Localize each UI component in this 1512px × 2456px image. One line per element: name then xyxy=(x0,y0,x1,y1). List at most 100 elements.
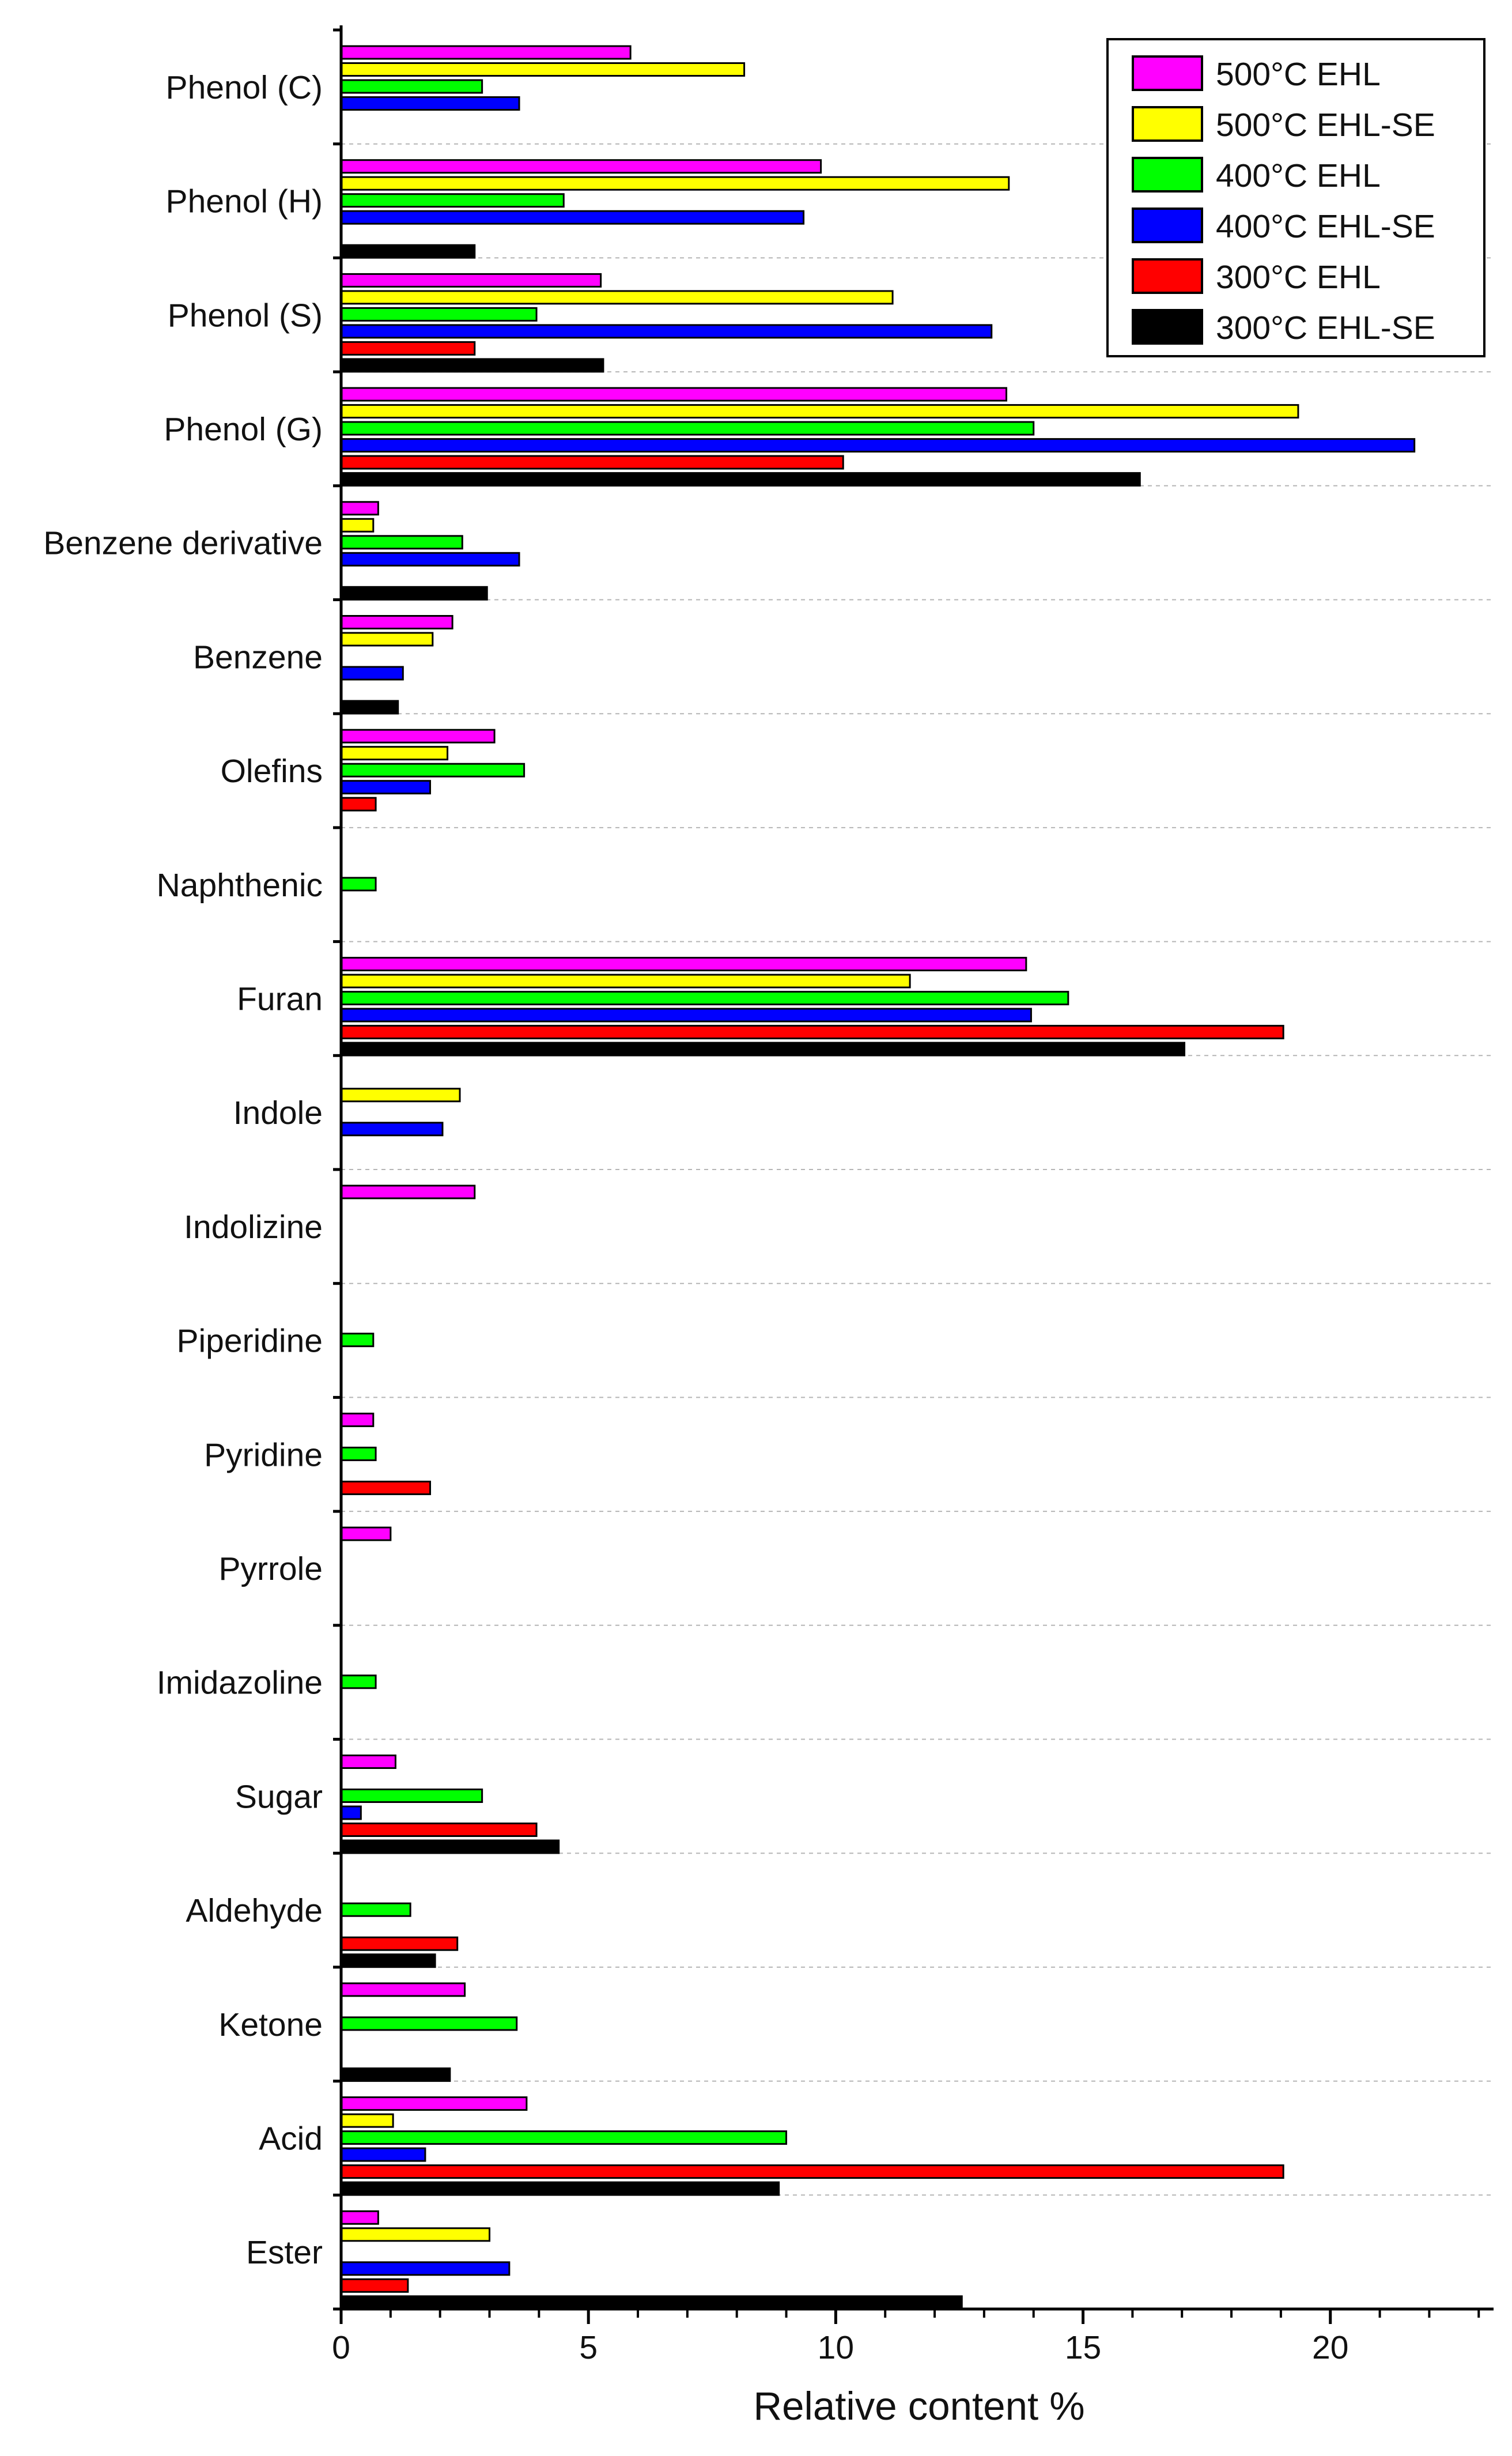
bar-aldehyde-400c-ehl xyxy=(340,1902,411,1917)
bar-furan-400c-ehl-se xyxy=(340,1008,1032,1023)
bar-acid-400c-ehl-se xyxy=(340,2147,426,2162)
bar-naphthenic-400c-ehl xyxy=(340,877,377,892)
bar-aldehyde-300c-ehl-se xyxy=(340,1953,436,1968)
bar-phenol-h-500c-ehl xyxy=(340,159,822,174)
bar-ketone-400c-ehl xyxy=(340,2016,518,2031)
bar-benzene-500c-ehl xyxy=(340,615,453,629)
legend-label-500c-ehl: 500°C EHL xyxy=(1216,56,1381,93)
category-label: Naphthenic xyxy=(157,867,323,904)
bar-phenol-c-400c-ehl xyxy=(340,79,483,94)
bar-ketone-300c-ehl-se xyxy=(340,2067,451,2082)
bar-furan-300c-ehl-se xyxy=(340,1042,1186,1057)
bar-olefins-300c-ehl xyxy=(340,797,377,812)
bar-sugar-500c-ehl xyxy=(340,1755,396,1769)
bar-phenol-h-500c-ehl-se xyxy=(340,176,1010,191)
bar-olefins-400c-ehl xyxy=(340,763,526,778)
category-label: Imidazoline xyxy=(157,1665,323,1702)
bar-phenol-s-400c-ehl xyxy=(340,307,538,322)
bar-indole-400c-ehl-se xyxy=(340,1122,444,1137)
legend-swatch-400c-ehl-se xyxy=(1132,208,1203,243)
bar-benzene-500c-ehl-se xyxy=(340,632,434,647)
bar-benzene-400c-ehl-se xyxy=(340,666,404,681)
bar-phenol-s-400c-ehl-se xyxy=(340,324,993,339)
x-tick-label: 15 xyxy=(1065,2329,1101,2366)
axes xyxy=(333,25,1494,2324)
x-tick-labels: 0 5 10 15 20 xyxy=(332,2329,1348,2366)
x-tick-label: 5 xyxy=(579,2329,598,2366)
bar-furan-400c-ehl xyxy=(340,991,1069,1006)
bar-sugar-400c-ehl xyxy=(340,1789,483,1803)
bar-phenol-s-500c-ehl-se xyxy=(340,290,894,305)
category-label: Benzene xyxy=(193,639,323,676)
bar-acid-500c-ehl-se xyxy=(340,2113,394,2128)
bar-benzene-derivative-300c-ehl-se xyxy=(340,586,488,601)
x-tick-label: 20 xyxy=(1312,2329,1348,2366)
bar-phenol-h-400c-ehl xyxy=(340,193,565,208)
bar-benzene-derivative-400c-ehl-se xyxy=(340,552,520,567)
x-tick-label: 0 xyxy=(332,2329,350,2366)
bar-indolizine-500c-ehl xyxy=(340,1184,476,1199)
legend: 500°C EHL 500°C EHL-SE 400°C EHL 400°C EHL-… xyxy=(1106,38,1485,357)
bar-ketone-500c-ehl xyxy=(340,1982,466,1997)
bar-phenol-s-500c-ehl xyxy=(340,273,602,288)
category-label: Benzene derivative xyxy=(43,525,323,562)
x-axis-label: Relative content % xyxy=(753,2384,1084,2428)
bar-sugar-300c-ehl-se xyxy=(340,1839,560,1854)
bar-ester-300c-ehl-se xyxy=(340,2295,963,2310)
category-label: Acid xyxy=(259,2120,323,2157)
bar-phenol-s-300c-ehl xyxy=(340,341,476,356)
bar-pyridine-400c-ehl xyxy=(340,1446,377,1461)
category-label: Furan xyxy=(237,980,323,1017)
bar-acid-400c-ehl xyxy=(340,2130,788,2145)
category-label: Olefins xyxy=(221,753,323,790)
bar-phenol-g-300c-ehl-se xyxy=(340,472,1141,487)
category-label: Indole xyxy=(233,1095,323,1131)
bars xyxy=(340,45,1416,2310)
bar-indole-500c-ehl-se xyxy=(340,1088,461,1103)
bar-furan-500c-ehl xyxy=(340,957,1027,972)
bar-phenol-g-500c-ehl-se xyxy=(340,404,1299,419)
legend-label-400c-ehl-se: 400°C EHL-SE xyxy=(1216,208,1435,245)
bar-acid-500c-ehl xyxy=(340,2096,528,2111)
legend-swatch-300c-ehl xyxy=(1132,258,1203,294)
category-label: Aldehyde xyxy=(186,1892,323,1929)
bar-aldehyde-300c-ehl xyxy=(340,1936,459,1951)
category-label: Phenol (S) xyxy=(168,297,323,334)
bar-ester-500c-ehl xyxy=(340,2210,379,2225)
bar-olefins-400c-ehl-se xyxy=(340,780,432,795)
bar-pyridine-500c-ehl xyxy=(340,1412,375,1427)
category-label: Piperidine xyxy=(177,1323,323,1360)
bar-ester-500c-ehl-se xyxy=(340,2227,491,2242)
category-labels: Phenol (C) Phenol (H) Phenol (S) Phenol (G)… xyxy=(43,69,323,2271)
category-label: Indolizine xyxy=(184,1209,323,1246)
bar-sugar-400c-ehl-se xyxy=(340,1805,362,1820)
bar-phenol-c-400c-ehl-se xyxy=(340,96,520,111)
bar-phenol-h-300c-ehl-se xyxy=(340,244,476,259)
legend-label-300c-ehl: 300°C EHL xyxy=(1216,259,1381,296)
bar-phenol-g-500c-ehl xyxy=(340,387,1008,402)
bar-phenol-c-500c-ehl-se xyxy=(340,62,746,77)
bar-olefins-500c-ehl-se xyxy=(340,746,449,761)
bar-phenol-h-400c-ehl-se xyxy=(340,210,805,225)
bar-phenol-g-400c-ehl xyxy=(340,421,1035,436)
legend-swatch-500c-ehl xyxy=(1132,55,1203,91)
bar-imidazoline-400c-ehl xyxy=(340,1674,377,1689)
bar-sugar-300c-ehl xyxy=(340,1823,538,1837)
bar-furan-500c-ehl-se xyxy=(340,974,911,989)
bar-furan-300c-ehl xyxy=(340,1025,1284,1040)
bar-benzene-derivative-400c-ehl xyxy=(340,535,463,550)
bar-ester-400c-ehl-se xyxy=(340,2261,511,2276)
legend-box xyxy=(1106,38,1485,357)
legend-swatch-300c-ehl-se xyxy=(1132,309,1203,345)
legend-swatch-400c-ehl xyxy=(1132,157,1203,193)
legend-swatch-500c-ehl-se xyxy=(1132,106,1203,142)
bar-phenol-g-400c-ehl-se xyxy=(340,438,1416,453)
category-label: Ester xyxy=(246,2234,323,2271)
x-tick-label: 10 xyxy=(818,2329,854,2366)
category-label: Phenol (G) xyxy=(164,411,323,448)
bar-phenol-c-500c-ehl xyxy=(340,45,632,60)
bar-benzene-300c-ehl-se xyxy=(340,700,399,715)
category-label: Pyrrole xyxy=(218,1550,323,1587)
legend-label-400c-ehl: 400°C EHL xyxy=(1216,157,1381,194)
bar-acid-300c-ehl-se xyxy=(340,2181,780,2196)
